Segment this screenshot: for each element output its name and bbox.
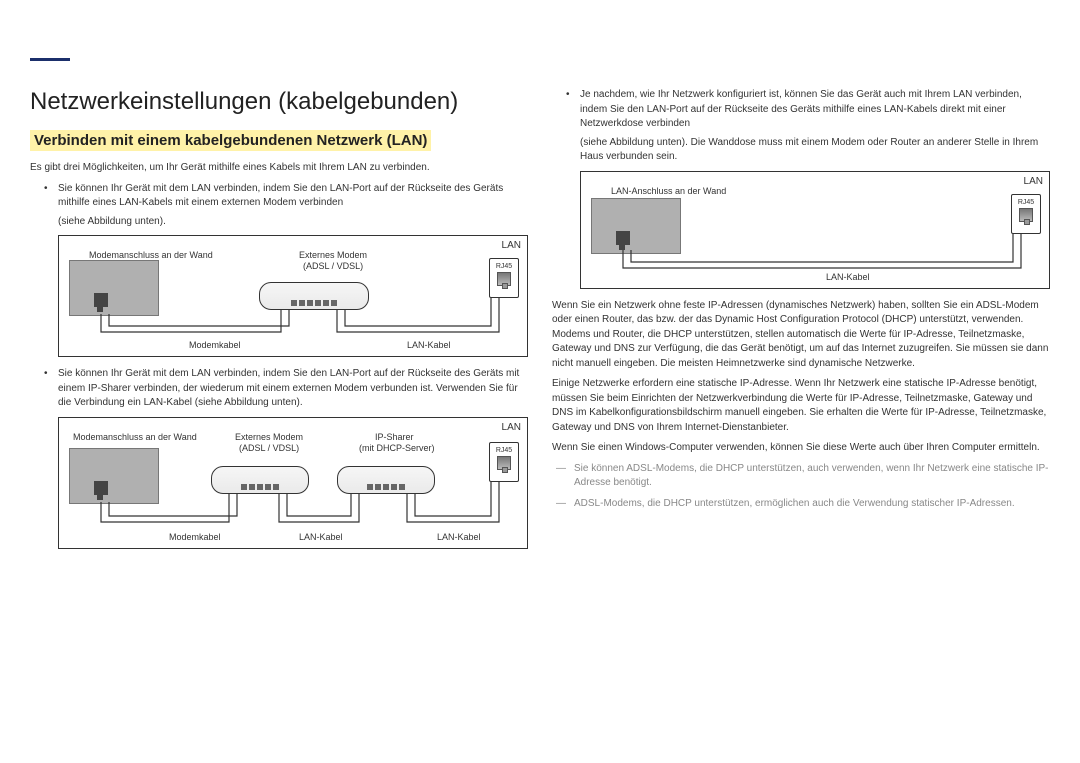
diagram-modem-sharer: LAN Modemanschluss an der Wand Externes …: [58, 417, 528, 549]
cable-lines: [581, 172, 1049, 288]
diagram-modem-direct: LAN Modemanschluss an der Wand Externes …: [58, 235, 528, 357]
bullet-subtext: (siehe Abbildung unten). Die Wanddose mu…: [552, 136, 1050, 165]
diagram-wall-direct: LAN LAN-Anschluss an der Wand LAN-Kabel …: [580, 171, 1050, 289]
cable-lines: [59, 236, 527, 356]
bullet-list: Sie können Ihr Gerät mit dem LAN verbind…: [30, 182, 528, 211]
note-line: Sie können ADSL-Modems, die DHCP unterst…: [552, 462, 1050, 491]
bullet-item: Je nachdem, wie Ihr Netzwerk konfigurier…: [580, 88, 1050, 132]
bullet-list: Je nachdem, wie Ihr Netzwerk konfigurier…: [552, 88, 1050, 132]
page-title: Netzwerkeinstellungen (kabelgebunden): [30, 88, 528, 116]
paragraph: Wenn Sie ein Netzwerk ohne feste IP-Adre…: [552, 299, 1050, 372]
paragraph: Einige Netzwerke erfordern eine statisch…: [552, 377, 1050, 435]
accent-bar: [30, 58, 70, 61]
two-column-layout: Netzwerkeinstellungen (kabelgebunden) Ve…: [30, 88, 1050, 559]
section-subheading: Verbinden mit einem kabelgebundenen Netz…: [30, 130, 431, 151]
bullet-list: Sie können Ihr Gerät mit dem LAN verbind…: [30, 367, 528, 411]
bullet-item: Sie können Ihr Gerät mit dem LAN verbind…: [58, 367, 528, 411]
bullet-subtext: (siehe Abbildung unten).: [30, 215, 528, 230]
paragraph: Wenn Sie einen Windows-Computer verwende…: [552, 441, 1050, 456]
right-column: Je nachdem, wie Ihr Netzwerk konfigurier…: [552, 88, 1050, 559]
bullet-item: Sie können Ihr Gerät mit dem LAN verbind…: [58, 182, 528, 211]
cable-lines: [59, 418, 527, 548]
left-column: Netzwerkeinstellungen (kabelgebunden) Ve…: [30, 88, 528, 559]
intro-text: Es gibt drei Möglichkeiten, um Ihr Gerät…: [30, 161, 528, 176]
note-line: ADSL-Modems, die DHCP unterstützen, ermö…: [552, 497, 1050, 512]
